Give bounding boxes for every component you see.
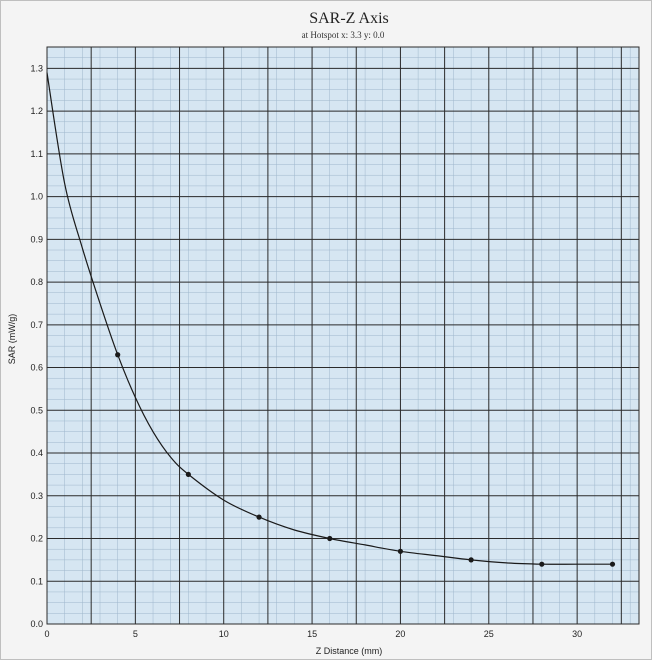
y-tick-label: 1.1 <box>30 149 43 159</box>
data-point <box>115 352 121 358</box>
data-point <box>539 561 545 567</box>
data-point <box>468 557 474 563</box>
x-tick-label: 5 <box>133 629 138 639</box>
x-tick-label: 30 <box>572 629 582 639</box>
data-point <box>256 514 262 520</box>
y-tick-label: 0.3 <box>30 491 43 501</box>
sar-curve-line <box>46 72 613 565</box>
y-tick-label: 1.0 <box>30 192 43 202</box>
y-tick-label: 0.9 <box>30 234 43 244</box>
x-tick-label: 15 <box>307 629 317 639</box>
y-tick-label: 1.2 <box>30 106 43 116</box>
y-tick-label: 0.7 <box>30 320 43 330</box>
y-tick-label: 0.6 <box>30 363 43 373</box>
data-point <box>397 548 404 554</box>
chart-title: SAR-Z Axis <box>309 10 389 27</box>
y-tick-label: 0.2 <box>30 534 43 544</box>
x-tick-label: 0 <box>44 629 49 639</box>
y-tick-label: 0.0 <box>30 619 43 629</box>
x-tick-label: 20 <box>395 629 405 639</box>
data-point <box>185 471 191 478</box>
major-grid <box>47 47 639 624</box>
data-point <box>609 561 616 567</box>
y-tick-label: 0.5 <box>30 405 43 415</box>
measurement-points <box>115 352 616 567</box>
y-tick-label: 0.8 <box>30 277 43 287</box>
y-tick-label: 1.3 <box>30 63 43 73</box>
chart-subtitle: at Hotspot x: 3.3 y: 0.0 <box>302 30 385 40</box>
y-axis-ticks: 0.0 0.1 0.2 0.3 0.4 0.5 0.6 0.7 0.8 0.9 1.0 1.1 1.2 1… <box>30 63 43 629</box>
data-point <box>327 535 333 542</box>
y-tick-label: 0.4 <box>30 448 43 458</box>
y-axis-label: SAR (mW/g) <box>7 314 17 365</box>
x-tick-label: 10 <box>219 629 229 639</box>
x-tick-label: 25 <box>484 629 494 639</box>
y-tick-label: 0.1 <box>30 576 43 586</box>
x-axis-label: Z Distance (mm) <box>316 646 383 656</box>
x-axis-ticks: 0 5 10 15 20 25 30 <box>44 629 582 639</box>
plot-border <box>46 46 640 625</box>
